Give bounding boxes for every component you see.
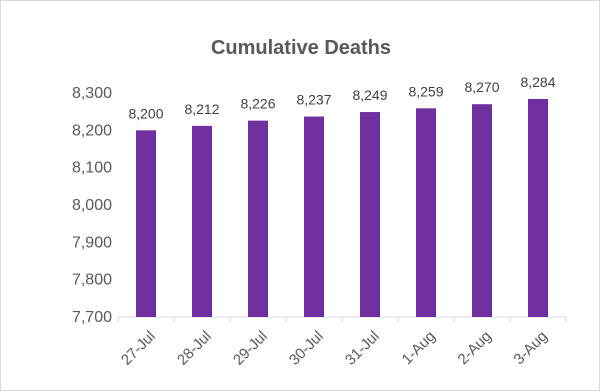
x-tick-label: 31-Jul xyxy=(342,328,383,369)
bar xyxy=(248,120,268,317)
bar xyxy=(472,104,492,317)
bar xyxy=(528,98,548,318)
x-axis: 27-Jul 28-Jul 29-Jul 30-Jul 31-Jul 1-Aug 2-Aug… xyxy=(117,316,567,369)
bar xyxy=(360,112,380,317)
y-tick-label: 8,000 xyxy=(72,197,112,214)
x-tick-label: 27-Jul xyxy=(118,328,159,369)
data-label: 8,270 xyxy=(464,79,499,95)
y-tick-label: 7,800 xyxy=(72,272,112,289)
x-tick-label: 29-Jul xyxy=(230,328,271,369)
y-tick-label: 7,700 xyxy=(72,309,112,326)
y-tick-label: 7,900 xyxy=(72,234,112,251)
bar-series xyxy=(136,98,548,318)
data-label: 8,249 xyxy=(352,87,387,103)
bar xyxy=(304,116,324,318)
data-labels: 8,200 8,212 8,226 8,237 8,249 8,259 8,270 8,284 xyxy=(128,74,555,121)
data-label: 8,200 xyxy=(128,105,163,121)
data-label: 8,212 xyxy=(184,101,219,117)
x-tick-label: 3-Aug xyxy=(511,328,551,368)
bar xyxy=(416,108,436,317)
chart-title: Cumulative Deaths xyxy=(211,37,391,59)
x-tick-label: 1-Aug xyxy=(399,328,439,368)
x-tick-label: 28-Jul xyxy=(174,328,215,369)
y-tick-label: 8,300 xyxy=(72,85,112,102)
y-tick-label: 8,200 xyxy=(72,122,112,139)
data-label: 8,284 xyxy=(520,74,555,90)
y-tick-label: 8,100 xyxy=(72,160,112,177)
x-tick-label: 2-Aug xyxy=(455,328,495,368)
x-tick-label: 30-Jul xyxy=(286,328,327,369)
bar xyxy=(192,125,212,317)
bar xyxy=(136,130,156,317)
y-axis: 7,700 7,800 7,900 8,000 8,100 8,200 8,300 xyxy=(72,85,112,326)
data-label: 8,237 xyxy=(296,92,331,108)
data-label: 8,259 xyxy=(408,83,443,99)
data-label: 8,226 xyxy=(240,96,275,112)
